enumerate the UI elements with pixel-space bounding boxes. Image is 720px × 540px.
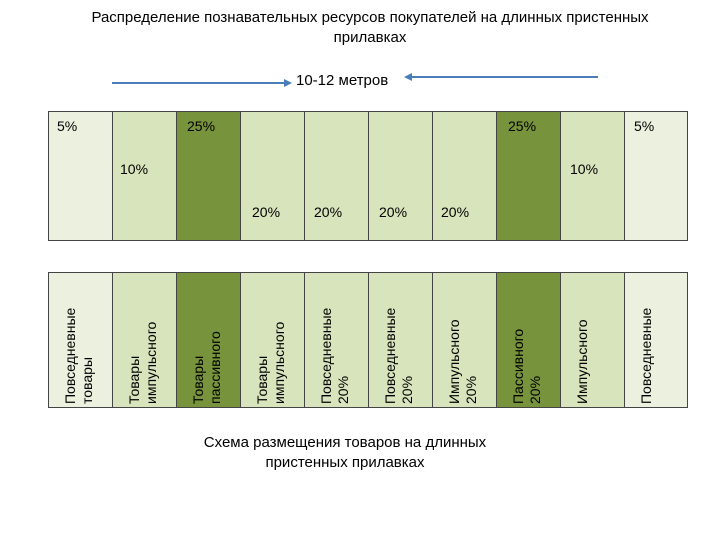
right-arrow-line	[412, 76, 598, 78]
label-20-1: 20%	[252, 204, 281, 220]
label-5-right: 5%	[634, 118, 655, 134]
upper-column-10	[624, 112, 688, 240]
lower-column-6	[368, 273, 432, 407]
label-10-left: 10%	[120, 161, 149, 177]
lower-col-5-label-line-1: Повседневные	[318, 307, 334, 404]
upper-column-3	[176, 112, 240, 240]
label-20-4: 20%	[441, 204, 470, 220]
label-10-right: 10%	[570, 161, 599, 177]
upper-column-7	[432, 112, 496, 240]
upper-column-9	[560, 112, 624, 240]
left-arrow-line	[112, 82, 284, 84]
dimension-label: 10-12 метров	[296, 72, 389, 89]
lower-column-9	[560, 273, 624, 407]
label-20-3: 20%	[379, 204, 408, 220]
lower-col-6-label-line-2: 20%	[399, 375, 415, 404]
lower-column-1	[48, 273, 112, 407]
lower-col-5-label-line-2: 20%	[335, 375, 351, 404]
lower-column-3	[176, 273, 240, 407]
upper-column-1	[48, 112, 112, 240]
lower-col-10-label-line-1: Повседневные	[638, 307, 654, 404]
lower-col-2-label-line-1: Товары	[126, 355, 142, 404]
diagram-title: Распределение познавательных ресурсов по…	[91, 9, 649, 46]
diagram-caption: Схема размещения товаров на длинных прис…	[203, 434, 487, 471]
lower-col-2-label-line-2: импульсного	[143, 321, 159, 404]
label-25-left: 25%	[187, 118, 216, 134]
upper-distribution-block	[48, 111, 688, 241]
lower-col-1-label-line-1: Повседневные	[62, 307, 78, 404]
lower-col-4-label-line-2: импульсного	[271, 321, 287, 404]
left-arrow-head	[284, 79, 292, 87]
label-5-left: 5%	[57, 118, 78, 134]
upper-column-5	[304, 112, 368, 240]
lower-column-2	[112, 273, 176, 407]
lower-placement-block	[48, 272, 688, 408]
right-arrow-head	[404, 73, 412, 81]
label-25-right: 25%	[508, 118, 537, 134]
upper-column-4	[240, 112, 304, 240]
lower-col-3-label-line-1: Товары	[190, 355, 206, 404]
lower-column-5	[304, 273, 368, 407]
upper-column-8	[496, 112, 560, 240]
lower-col-8-label-line-1: Пассивного	[510, 328, 526, 404]
lower-col-1-label-line-2: товары	[79, 357, 95, 404]
lower-col-7-label-line-1: Импульсного	[446, 319, 462, 404]
lower-col-3-label-line-2: пассивного	[207, 331, 223, 404]
upper-column-6	[368, 112, 432, 240]
lower-col-8-label-line-2: 20%	[527, 375, 543, 404]
lower-col-7-label-line-2: 20%	[463, 375, 479, 404]
lower-col-4-label-line-1: Товары	[254, 355, 270, 404]
lower-column-7	[432, 273, 496, 407]
lower-column-10	[624, 273, 688, 407]
label-20-2: 20%	[314, 204, 343, 220]
lower-col-9-label-line-1: Импульсного	[574, 319, 590, 404]
lower-column-4	[240, 273, 304, 407]
lower-column-8	[496, 273, 560, 407]
lower-col-6-label-line-1: Повседневные	[382, 307, 398, 404]
upper-column-2	[112, 112, 176, 240]
